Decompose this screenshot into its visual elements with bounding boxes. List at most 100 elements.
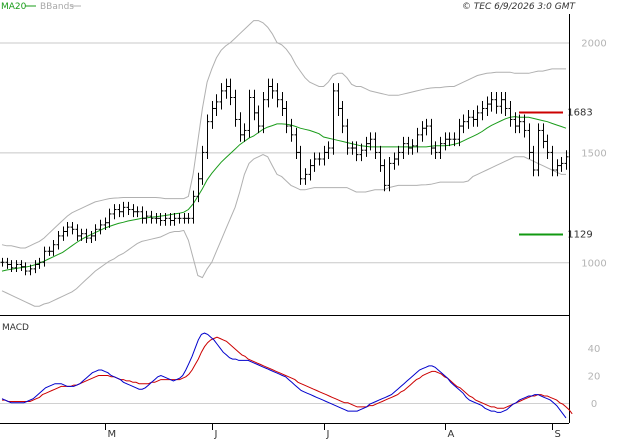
price-bar (345, 118, 350, 155)
x-tick-label: J (326, 429, 330, 440)
price-bar (158, 213, 163, 226)
price-bar (275, 83, 280, 108)
macd-signal-series (2, 336, 573, 415)
price-bar (406, 136, 411, 155)
price-bar (154, 213, 159, 224)
price-bar (205, 114, 210, 160)
macd-tick-label: 20 (588, 371, 601, 382)
macd-signal-line (2, 336, 573, 415)
price-bar (107, 208, 112, 228)
price-bar (42, 246, 47, 267)
price-bar (466, 109, 471, 129)
x-tick-label: M (108, 429, 117, 440)
legend-ma20-label: MA20 (1, 2, 27, 12)
macd-tick-label: 40 (588, 344, 601, 355)
price-bar (387, 157, 392, 192)
price-bar (172, 213, 177, 226)
price-bar (256, 105, 261, 134)
reference-levels: 1683 1129 (519, 108, 593, 241)
price-bar (513, 112, 518, 134)
price-bar (191, 190, 196, 224)
price-y-axis: 1000 1500 2000 (581, 39, 606, 270)
price-bar (214, 94, 219, 116)
x-tick-label: S (555, 429, 561, 440)
macd-panel: MACD 40 20 0 (0, 323, 601, 419)
price-bar (33, 260, 38, 274)
price-bar (168, 213, 173, 226)
price-bar (284, 101, 289, 134)
macd-title: MACD (2, 323, 29, 333)
price-bar (433, 141, 438, 160)
price-bar (489, 92, 494, 112)
price-bar (410, 139, 415, 155)
price-bar (280, 92, 285, 116)
price-bar (163, 213, 168, 226)
price-bar (564, 150, 569, 170)
price-bar (331, 83, 336, 155)
price-bar (9, 260, 14, 273)
price-bar (75, 224, 80, 241)
price-bar (200, 145, 205, 185)
price-bar (79, 228, 84, 241)
price-bar (242, 123, 247, 142)
price-bar (401, 136, 406, 160)
price-bar (536, 123, 541, 177)
price-bar (317, 152, 322, 166)
price-bar (447, 132, 452, 147)
price-bar (238, 112, 243, 142)
price-bar (322, 145, 327, 166)
price-bar (121, 201, 126, 218)
timestamp-stamp: © TEC 6/9/2026 3:0 GMT (462, 2, 577, 12)
x-tick-label: J (214, 429, 218, 440)
price-bar (233, 89, 238, 127)
price-bar (224, 78, 229, 99)
price-bar (545, 134, 550, 160)
price-bar (270, 78, 275, 99)
price-bar (373, 132, 378, 160)
price-bar (252, 89, 257, 121)
price-bar (336, 83, 341, 116)
price-bar (308, 159, 313, 181)
price-gridlines (0, 42, 569, 264)
price-bar (359, 143, 364, 162)
price-panel: 1000 1500 2000 1683 1129 (0, 20, 607, 307)
price-bar (182, 213, 187, 224)
price-bar (126, 201, 131, 215)
price-bar (186, 213, 191, 224)
price-bar (378, 145, 383, 172)
price-bar (149, 210, 154, 224)
bb-lower-series (1, 154, 566, 307)
price-bar (289, 118, 294, 142)
bb-upper-line (1, 20, 566, 249)
price-bar (415, 127, 420, 153)
header-legend: MA20 BBands (1, 2, 81, 12)
price-bar (294, 127, 299, 160)
ma20-series (1, 116, 567, 272)
price-bar (517, 114, 522, 134)
price-bar (555, 159, 560, 177)
legend-bbands-label: BBands (40, 2, 74, 12)
price-bar (438, 136, 443, 160)
macd-y-axis: 40 20 0 (588, 344, 601, 410)
price-bar (65, 222, 70, 237)
price-bar (70, 222, 75, 235)
price-bar (471, 109, 476, 127)
price-bar (47, 246, 52, 256)
reference-level-label: 1683 (567, 108, 592, 119)
price-bar (177, 213, 182, 224)
price-bar (485, 96, 490, 116)
price-bar (503, 92, 508, 116)
price-bar (98, 219, 103, 235)
price-bar (550, 145, 555, 177)
price-bar (429, 118, 434, 155)
price-bar (420, 121, 425, 142)
price-bar (23, 262, 28, 276)
macd-tick-label: 0 (591, 399, 597, 410)
price-bar (84, 228, 89, 243)
price-bar (531, 145, 536, 177)
bb-upper-series (1, 20, 566, 249)
price-bar (19, 260, 24, 271)
price-bar (312, 152, 317, 172)
price-bar (480, 101, 485, 121)
